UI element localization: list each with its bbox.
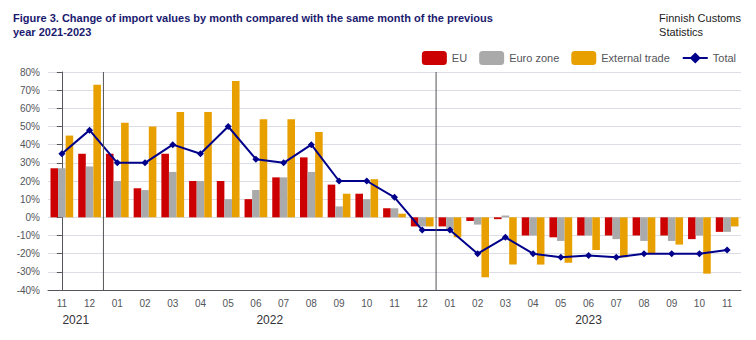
svg-text:External trade: External trade [601,52,669,64]
svg-text:-40%: -40% [17,285,40,296]
svg-text:2021: 2021 [62,313,89,327]
svg-text:10: 10 [694,298,706,309]
svg-text:-20%: -20% [17,248,40,259]
svg-text:05: 05 [223,298,235,309]
svg-text:-30%: -30% [17,266,40,277]
svg-text:year 2021-2023: year 2021-2023 [13,26,91,38]
svg-text:60%: 60% [20,103,40,114]
svg-text:07: 07 [278,298,290,309]
svg-text:07: 07 [611,298,623,309]
svg-text:2023: 2023 [575,313,602,327]
svg-text:2022: 2022 [256,313,283,327]
svg-text:09: 09 [666,298,678,309]
svg-text:20%: 20% [20,176,40,187]
svg-text:06: 06 [583,298,595,309]
svg-text:Total: Total [713,52,736,64]
svg-text:Finnish Customs: Finnish Customs [659,12,741,24]
svg-text:08: 08 [638,298,650,309]
svg-text:70%: 70% [20,85,40,96]
svg-text:08: 08 [306,298,318,309]
svg-text:04: 04 [195,298,207,309]
svg-text:50%: 50% [20,121,40,132]
svg-text:01: 01 [112,298,124,309]
svg-text:01: 01 [444,298,456,309]
svg-text:11: 11 [57,298,68,309]
svg-text:11: 11 [389,298,400,309]
svg-text:EU: EU [452,52,467,64]
svg-text:Euro zone: Euro zone [509,52,559,64]
svg-text:10%: 10% [20,194,40,205]
svg-text:11: 11 [722,298,733,309]
svg-text:02: 02 [139,298,151,309]
svg-text:Figure 3. Change of import val: Figure 3. Change of import values by mon… [13,12,493,24]
svg-text:40%: 40% [20,139,40,150]
svg-text:09: 09 [333,298,345,309]
svg-text:03: 03 [500,298,512,309]
svg-text:Statistics: Statistics [659,26,704,38]
svg-text:05: 05 [555,298,567,309]
svg-text:06: 06 [250,298,262,309]
svg-text:30%: 30% [20,157,40,168]
svg-text:02: 02 [472,298,484,309]
svg-text:03: 03 [167,298,179,309]
svg-text:-10%: -10% [17,230,40,241]
svg-text:10: 10 [361,298,373,309]
svg-text:80%: 80% [20,67,40,78]
svg-text:12: 12 [417,298,429,309]
svg-text:0%: 0% [26,212,41,223]
svg-text:04: 04 [528,298,540,309]
svg-text:12: 12 [84,298,96,309]
